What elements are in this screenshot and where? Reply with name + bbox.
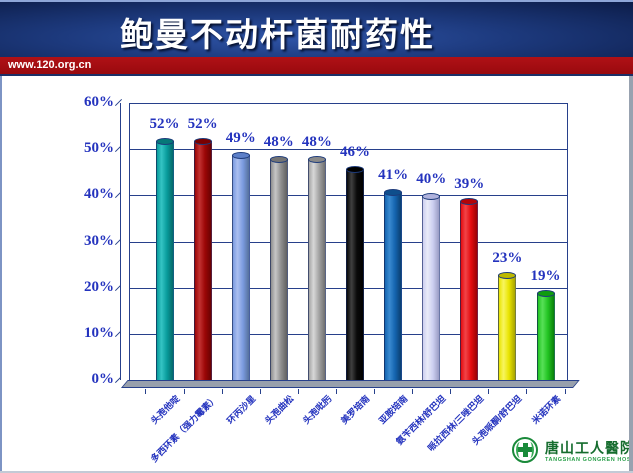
bar	[422, 196, 441, 380]
x-axis-label: 头孢他啶	[148, 393, 181, 426]
x-axis-tick	[221, 389, 223, 394]
bar-top	[193, 137, 212, 145]
y-axis-wall	[120, 103, 130, 380]
bar-top	[269, 156, 288, 164]
bar	[346, 168, 364, 380]
website-label: www.120.org.cn	[8, 59, 92, 71]
bar	[193, 140, 212, 380]
bar-top	[307, 156, 326, 164]
bar	[155, 140, 174, 380]
bar	[231, 154, 250, 380]
bar-value-label: 40%	[416, 171, 447, 188]
slide-border-right	[629, 76, 633, 473]
bar	[269, 159, 288, 380]
bar-value-label: 52%	[187, 115, 218, 132]
x-axis-tick	[374, 389, 376, 394]
resistance-bar-chart: 0% 10% 20% 30% 40% 50% 60% 52% 头孢他啶 52% 多西环素（强力霉素）…	[0, 76, 633, 473]
bar	[536, 293, 555, 380]
y-axis-tick-label: 50%	[84, 140, 114, 157]
y-axis-tick-label: 10%	[84, 324, 114, 341]
x-axis-tick	[412, 389, 414, 394]
y-axis-tick-label: 30%	[84, 232, 114, 249]
slide-border-bottom	[0, 471, 633, 473]
y-axis-tick-label: 40%	[84, 186, 114, 203]
x-axis-tick	[564, 389, 566, 394]
hospital-name: 唐山工人醫院	[545, 442, 633, 457]
bar-value-label: 19%	[530, 268, 561, 285]
bar	[384, 191, 403, 380]
gridline	[130, 149, 568, 151]
bar-top	[155, 137, 174, 145]
x-axis-tick	[183, 389, 185, 394]
y-axis-tick-label: 20%	[84, 278, 114, 295]
bar-value-label: 39%	[454, 175, 485, 192]
x-axis-tick	[488, 389, 490, 394]
bar-top	[231, 151, 250, 159]
laurel-left-icon	[516, 442, 524, 458]
laurel-right-icon	[526, 442, 534, 458]
bar-value-label: 46%	[340, 143, 370, 160]
y-axis-tick-label: 0%	[91, 371, 115, 387]
bar-top	[384, 188, 403, 196]
bar-top	[346, 165, 364, 173]
bar-value-label: 52%	[149, 115, 180, 132]
bar-value-label: 23%	[492, 249, 523, 266]
logo-cross-icon	[512, 437, 538, 463]
page-title: 鲍曼不动杆菌耐药性	[120, 16, 435, 53]
slide-header: 鲍曼不动杆菌耐药性	[0, 0, 633, 57]
bar-value-label: 49%	[225, 129, 256, 146]
x-axis-tick	[259, 389, 261, 394]
bar-top	[536, 290, 555, 298]
x-axis-tick	[297, 389, 299, 394]
bar	[307, 159, 326, 380]
bar-value-label: 41%	[378, 166, 409, 183]
bar	[498, 274, 517, 380]
bar-top	[460, 197, 479, 205]
x-axis-tick	[145, 389, 147, 394]
website-bar: www.120.org.cn	[0, 57, 633, 76]
y-axis-tick-label: 60%	[84, 94, 114, 110]
x-axis-tick	[526, 389, 528, 394]
bar-top	[422, 193, 441, 201]
bar-value-label: 48%	[263, 134, 294, 151]
hospital-name-en: TANGSHAN GONGREN HOSPITAL	[545, 457, 633, 463]
x-axis-tick	[450, 389, 452, 394]
bar-value-label: 48%	[301, 134, 332, 151]
bar	[460, 200, 479, 380]
hospital-logo: 唐山工人醫院 TANGSHAN GONGREN HOSPITAL	[512, 436, 633, 468]
chart-floor	[121, 380, 580, 388]
x-axis-tick	[335, 389, 337, 394]
bar-top	[498, 271, 517, 279]
slide-border-left	[0, 76, 2, 473]
